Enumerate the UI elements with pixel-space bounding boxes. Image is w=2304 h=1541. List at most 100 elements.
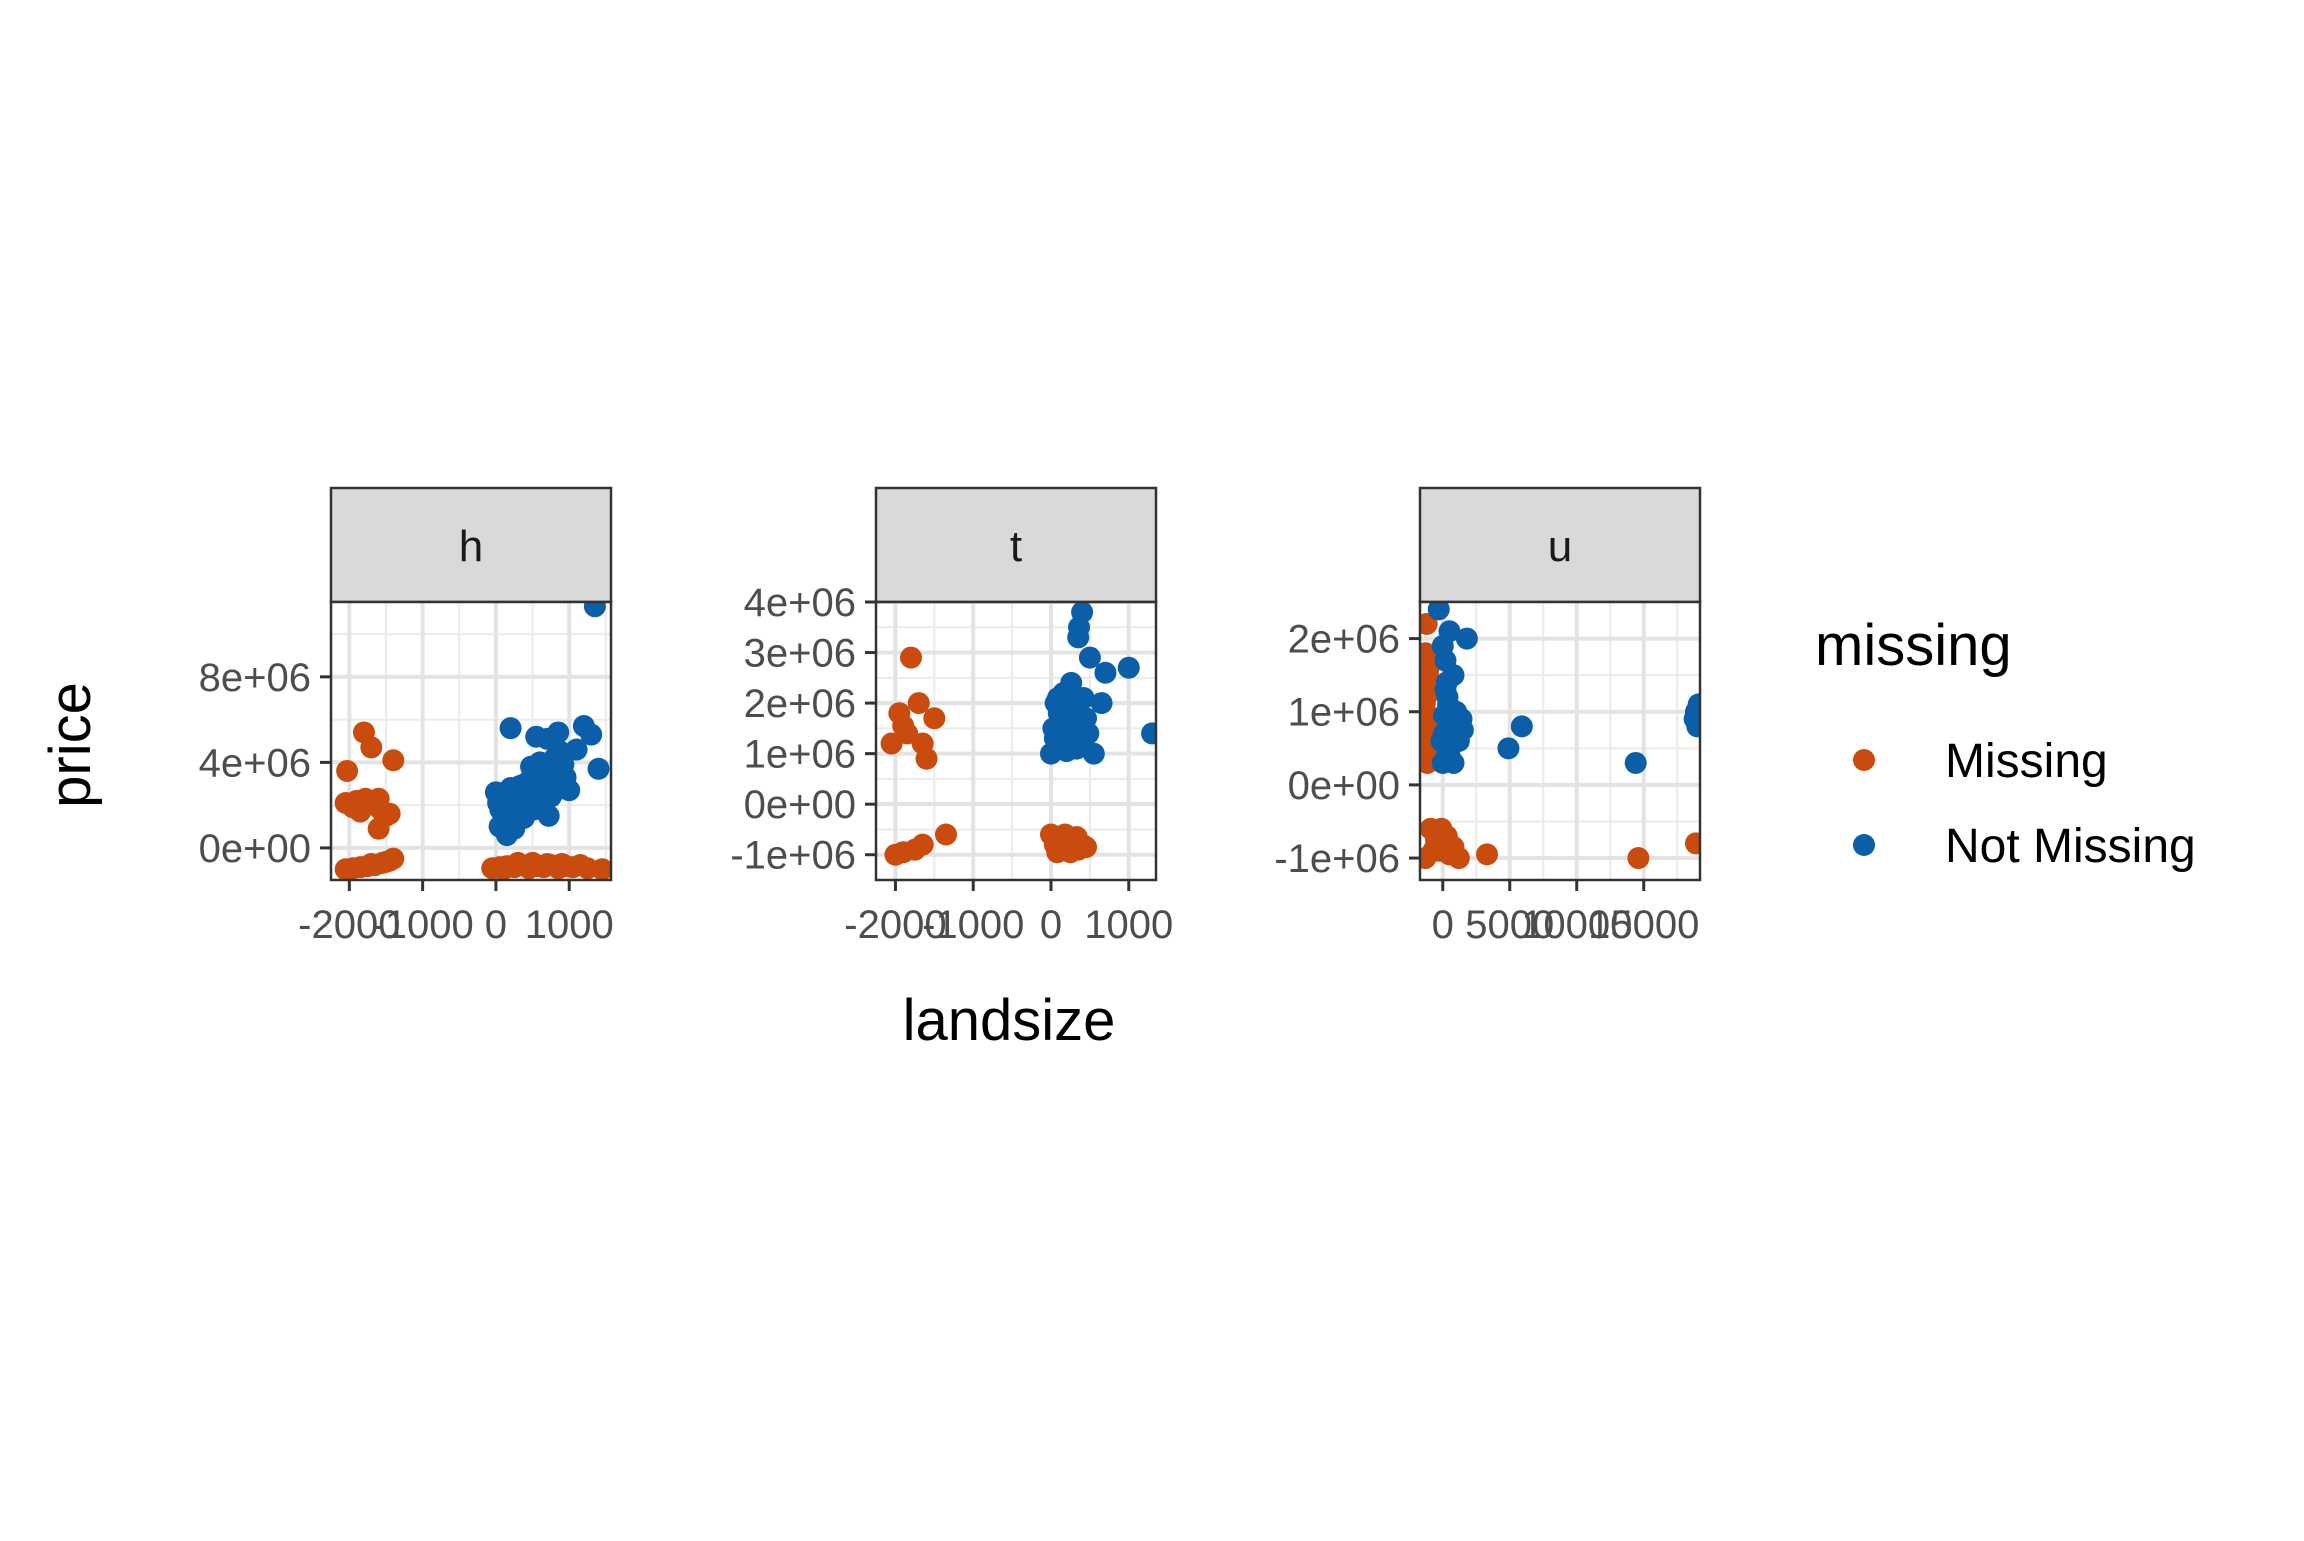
data-point — [911, 833, 934, 856]
data-point — [892, 714, 915, 737]
data-point — [1455, 627, 1478, 650]
data-point — [1435, 671, 1458, 694]
panel-border — [1418, 600, 1702, 882]
panel-plot-area — [876, 602, 1156, 880]
data-point — [550, 852, 573, 875]
y-tick-label: 3e+06 — [744, 632, 856, 676]
series-not-missing — [484, 602, 610, 847]
x-tick-label: 0 — [1040, 903, 1062, 947]
y-tick-label: 0e+00 — [199, 827, 311, 871]
data-point — [382, 749, 405, 772]
legend-label: Missing — [1945, 735, 2108, 788]
data-point — [1046, 841, 1069, 864]
data-point — [587, 757, 610, 780]
data-point — [1624, 751, 1647, 774]
data-point — [1431, 751, 1454, 774]
y-tick-label: 8e+06 — [199, 656, 311, 700]
data-point — [923, 707, 946, 730]
legend-entry: Missing — [1853, 735, 2108, 788]
panel-plot-area — [1420, 602, 1700, 880]
x-tick-label: 5000 — [1465, 903, 1554, 947]
data-point — [528, 751, 551, 774]
data-point — [552, 753, 575, 776]
data-point — [1067, 626, 1090, 649]
data-point — [1055, 740, 1078, 763]
data-point — [880, 732, 903, 755]
data-point — [1072, 687, 1095, 710]
data-point — [360, 852, 383, 875]
data-point — [580, 723, 603, 746]
y-tick-label: 2e+06 — [744, 682, 856, 726]
data-point — [1065, 826, 1088, 849]
series-not-missing — [1427, 602, 1700, 774]
data-point — [378, 802, 401, 825]
x-tick-label: -1000 — [922, 903, 1024, 947]
x-tick-label: -2000 — [844, 903, 946, 947]
data-point — [555, 777, 578, 800]
series-not-missing — [1040, 602, 1156, 765]
facet-strip-label: u — [1548, 522, 1572, 571]
data-point — [510, 796, 533, 819]
data-point — [1684, 832, 1700, 855]
data-point — [336, 759, 359, 782]
x-tick-label: 0 — [1432, 903, 1454, 947]
legend-key — [1853, 834, 1875, 856]
data-point — [1141, 722, 1156, 745]
data-point — [499, 717, 522, 740]
y-tick-label: 1e+06 — [744, 733, 856, 777]
data-point — [1047, 687, 1069, 710]
x-tick-label: -1000 — [371, 903, 473, 947]
data-point — [1475, 843, 1498, 866]
panel-border — [874, 600, 1158, 882]
data-point — [900, 646, 922, 669]
data-point — [583, 602, 606, 618]
data-point — [1420, 693, 1436, 716]
data-point — [1510, 715, 1533, 738]
data-point — [1423, 821, 1446, 844]
legend-entries: Missing Not Missing — [1853, 735, 2196, 873]
y-tick-label: 1e+06 — [1288, 691, 1400, 735]
x-tick-label: 1000 — [1084, 903, 1173, 947]
data-point — [907, 692, 930, 715]
facet-strip — [874, 486, 1158, 604]
data-point — [565, 738, 588, 761]
y-tick-label: -1e+06 — [730, 834, 856, 878]
data-point — [1071, 602, 1094, 624]
data-point — [1438, 620, 1461, 643]
legend-key — [1853, 749, 1875, 771]
data-point — [1064, 712, 1087, 735]
facet-strip-label: h — [459, 522, 483, 571]
legend-label: Not Missing — [1945, 820, 2196, 873]
data-point — [591, 858, 611, 880]
panel-border — [329, 600, 613, 882]
panel-h: h -2000-1000 0 1000 0e+00 4e+06 8e+06 — [199, 486, 614, 947]
data-point — [1497, 737, 1520, 760]
data-point — [1687, 693, 1700, 716]
legend: missing Missing Not Missing — [1815, 613, 2196, 873]
facet-strip-label: t — [1010, 522, 1022, 571]
facet-strip — [1418, 486, 1702, 604]
data-point — [1060, 671, 1083, 694]
y-tick-label: 0e+00 — [1288, 764, 1400, 808]
x-tick-label: 1000 — [525, 903, 614, 947]
data-point — [509, 774, 532, 797]
data-point — [1447, 847, 1470, 870]
legend-title: missing — [1815, 613, 2012, 678]
x-tick-label: 0 — [485, 903, 507, 947]
data-point — [1451, 719, 1474, 742]
data-point — [1627, 847, 1650, 870]
data-point — [935, 823, 957, 846]
x-tick-label: 15000 — [1588, 903, 1699, 947]
x-tick-label: -2000 — [298, 903, 400, 947]
y-axis-title: price — [38, 682, 103, 808]
data-point — [1427, 602, 1450, 621]
data-point — [1433, 704, 1456, 727]
data-point — [1094, 661, 1117, 684]
data-point — [537, 804, 560, 827]
panels-layer: h-2000-1000 0 10000e+004e+068e+06t-2000-10… — [199, 486, 1702, 947]
data-point — [915, 747, 938, 770]
y-tick-label: 0e+00 — [744, 783, 856, 827]
legend-entry: Not Missing — [1853, 820, 2196, 873]
data-point — [360, 736, 383, 759]
